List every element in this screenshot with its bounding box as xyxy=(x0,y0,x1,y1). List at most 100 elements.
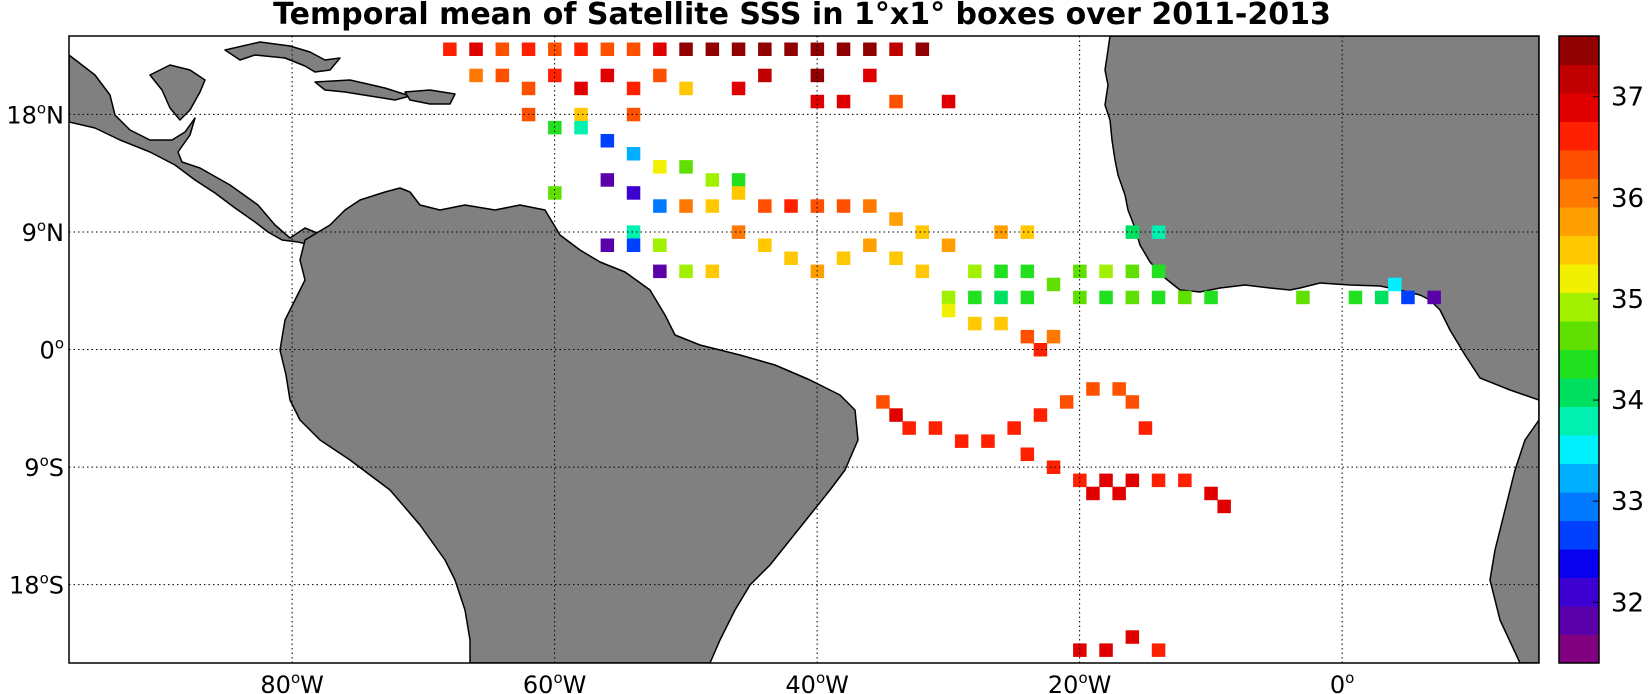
colorbar-segment xyxy=(1559,492,1599,521)
sss-cell xyxy=(653,42,667,56)
sss-cell xyxy=(784,199,798,213)
sss-cell xyxy=(1086,486,1100,501)
latitude-labels: 18oN 9oN 0o 9oS 18oS xyxy=(6,99,64,599)
sss-cell xyxy=(1046,329,1061,344)
sss-cell xyxy=(705,199,720,213)
sss-cell xyxy=(889,408,903,422)
sss-cell xyxy=(679,81,693,96)
sss-cell xyxy=(889,251,903,265)
sss-cell xyxy=(1151,290,1166,305)
colorbar-tick-label: 36 xyxy=(1611,184,1644,214)
sss-cell xyxy=(600,238,615,252)
sss-cell xyxy=(994,316,1008,331)
sss-cell xyxy=(1125,290,1140,305)
sss-cell xyxy=(679,42,693,56)
colorbar-segment xyxy=(1559,378,1599,407)
sss-cell xyxy=(1204,486,1218,501)
sss-cell xyxy=(548,186,562,200)
sss-cell xyxy=(810,94,825,109)
colorbar-segment xyxy=(1559,36,1599,65)
sss-cell xyxy=(928,421,943,435)
sss-cell xyxy=(758,68,772,83)
sss-cell xyxy=(758,238,772,252)
hispaniola-island xyxy=(404,89,456,105)
sss-cell xyxy=(968,290,982,305)
sss-cell xyxy=(653,160,667,174)
sss-cell xyxy=(1020,329,1035,344)
sss-cell xyxy=(731,81,746,96)
sss-cell xyxy=(876,395,890,409)
coordinate-tick-label: 40oW xyxy=(785,669,848,694)
sss-cell xyxy=(653,264,667,279)
colorbar-segment xyxy=(1559,549,1599,578)
sss-cell xyxy=(679,160,693,174)
sss-cell xyxy=(1020,225,1035,239)
sss-cell xyxy=(863,238,877,252)
sss-cell xyxy=(889,42,903,56)
sss-cell xyxy=(443,42,457,56)
colorbar-tick-label: 35 xyxy=(1611,285,1644,315)
sss-cell xyxy=(863,42,877,56)
sss-cell xyxy=(1112,382,1126,396)
sss-cell xyxy=(1151,643,1166,657)
sss-cell xyxy=(784,251,798,265)
colorbar: 37 36 35 34 33 32 xyxy=(1558,35,1644,664)
sss-cell xyxy=(1296,290,1310,305)
sss-cell xyxy=(1046,277,1061,292)
sss-cell xyxy=(653,68,667,83)
colorbar-segment xyxy=(1559,235,1599,265)
coordinate-tick-label: 80oW xyxy=(260,669,323,694)
sss-cell xyxy=(469,68,483,83)
sss-cell xyxy=(941,94,956,109)
central-america-landmass xyxy=(69,54,331,247)
sss-cell xyxy=(994,264,1008,279)
sss-cell xyxy=(600,68,615,83)
sss-cell xyxy=(1099,290,1113,305)
sss-cell xyxy=(1178,473,1192,488)
colorbar-segment xyxy=(1559,321,1599,350)
sss-cell xyxy=(810,199,825,213)
sss-cell xyxy=(810,42,825,56)
sss-cell xyxy=(653,238,667,252)
sss-cell xyxy=(1151,264,1166,279)
sss-cell xyxy=(1099,473,1113,488)
coordinate-tick-label: 9oN xyxy=(22,217,64,247)
colorbar-segment xyxy=(1559,93,1599,122)
sss-cell xyxy=(1086,382,1100,396)
sss-cell xyxy=(626,42,641,56)
sss-cell xyxy=(1138,421,1153,435)
africa-landmass xyxy=(1104,36,1539,663)
sss-cell xyxy=(626,225,641,239)
sss-cell xyxy=(679,264,693,279)
graticule-layer xyxy=(69,36,1539,663)
sss-cell xyxy=(1178,290,1192,305)
sss-cell xyxy=(1388,277,1402,292)
sss-cell xyxy=(1059,395,1074,409)
sss-cell xyxy=(600,134,615,148)
sss-cell xyxy=(1020,447,1035,461)
coordinate-tick-label: 0o xyxy=(1330,669,1354,694)
sss-cell xyxy=(784,42,798,56)
sss-cell xyxy=(548,68,562,83)
sss-cell xyxy=(1073,643,1087,657)
colorbar-segment xyxy=(1559,64,1599,94)
sss-cell xyxy=(889,94,903,109)
longitude-labels: 80oW 60oW 40oW 20oW 0o xyxy=(260,669,1354,694)
colorbar-segment xyxy=(1559,463,1599,493)
sss-cell xyxy=(915,264,930,279)
sss-cell xyxy=(915,225,930,239)
colorbar-segment xyxy=(1559,634,1599,664)
colorbar-segment xyxy=(1559,435,1599,464)
sss-cell xyxy=(548,120,562,135)
sss-cell xyxy=(915,42,930,56)
sss-cell xyxy=(1099,643,1113,657)
sss-cell xyxy=(1125,264,1140,279)
sss-cell xyxy=(1073,473,1087,488)
sss-cell xyxy=(836,42,851,56)
sss-cell xyxy=(626,186,641,200)
coordinate-tick-label: 18oN xyxy=(6,99,64,129)
sss-cell xyxy=(626,107,641,122)
sss-cell xyxy=(758,42,772,56)
sss-cell xyxy=(653,199,667,213)
